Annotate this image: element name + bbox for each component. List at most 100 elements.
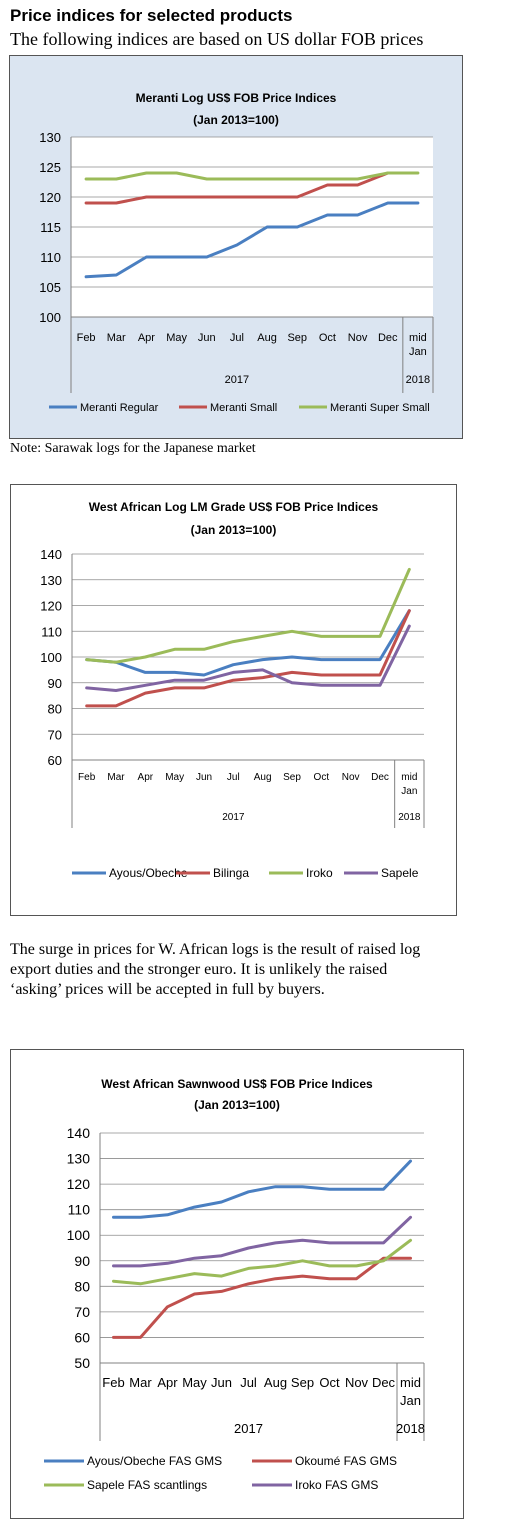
year-label: 2018 bbox=[406, 374, 430, 386]
commentary-paragraph: The surge in prices for W. African logs … bbox=[10, 940, 515, 1000]
y-tick-label: 110 bbox=[68, 1202, 91, 1218]
paragraph-line: The surge in prices for W. African logs … bbox=[10, 941, 421, 958]
y-tick-label: 125 bbox=[39, 160, 61, 175]
x-tick-label: Sep bbox=[291, 1375, 314, 1390]
y-tick-label: 130 bbox=[40, 573, 62, 588]
x-tick-label: Nov bbox=[348, 332, 368, 344]
chart-svg: West African Log LM Grade US$ FOB Price … bbox=[10, 484, 457, 916]
year-label: 2017 bbox=[225, 374, 249, 386]
x-tick-label: Nov bbox=[342, 772, 360, 783]
x-tick-label: mid bbox=[409, 332, 427, 344]
y-tick-label: 120 bbox=[67, 1176, 91, 1192]
series-line bbox=[112, 1215, 412, 1268]
plot-area bbox=[100, 1133, 424, 1363]
y-tick-label: 105 bbox=[39, 280, 61, 295]
y-tick-label: 80 bbox=[74, 1278, 90, 1294]
x-tick-label: Dec bbox=[378, 332, 398, 344]
series-line bbox=[84, 171, 420, 181]
legend-label: Okoumé FAS GMS bbox=[295, 1454, 397, 1468]
y-tick-label: 90 bbox=[74, 1253, 90, 1269]
chart-svg: Meranti Log US$ FOB Price Indices (Jan 20… bbox=[9, 55, 463, 439]
x-tick-label: Nov bbox=[345, 1375, 369, 1390]
y-tick-label: 90 bbox=[48, 676, 62, 691]
series-line bbox=[85, 567, 411, 664]
legend-label: Meranti Small bbox=[210, 402, 277, 414]
series-line bbox=[112, 1256, 412, 1339]
x-tick-label: Sep bbox=[287, 332, 307, 344]
y-tick-label: 115 bbox=[40, 220, 61, 235]
series-line bbox=[85, 609, 411, 677]
year-label: 2018 bbox=[396, 1421, 425, 1436]
series-line bbox=[112, 1238, 412, 1286]
legend-label: Sapele bbox=[381, 866, 419, 880]
chart-subtitle: (Jan 2013=100) bbox=[191, 523, 277, 537]
x-tick-label: Jul bbox=[227, 772, 240, 783]
legend-label: Iroko bbox=[306, 866, 333, 880]
series-line bbox=[112, 1159, 412, 1219]
x-tick-label: Aug bbox=[264, 1375, 287, 1390]
chart-title: West African Sawnwood US$ FOB Price Indi… bbox=[101, 1077, 373, 1091]
x-tick-label: Mar bbox=[107, 772, 125, 783]
x-tick-label: Dec bbox=[371, 772, 389, 783]
legend-label: Ayous/Obeche FAS GMS bbox=[87, 1454, 222, 1468]
x-tick-label: Apr bbox=[138, 772, 154, 783]
section-heading: Price indices for selected products bbox=[10, 6, 293, 25]
section-subheading: The following indices are based on US do… bbox=[10, 29, 424, 49]
x-tick-label: Feb bbox=[78, 772, 96, 783]
series-line bbox=[84, 201, 420, 279]
x-tick-label: Aug bbox=[254, 772, 272, 783]
x-tick-label: Jan bbox=[400, 1393, 421, 1408]
y-tick-label: 130 bbox=[67, 1151, 91, 1167]
series-line bbox=[85, 624, 411, 692]
series-line bbox=[84, 171, 390, 205]
y-tick-label: 140 bbox=[40, 547, 62, 562]
legend-label: Ayous/Obeche bbox=[109, 866, 188, 880]
x-tick-label: Feb bbox=[77, 332, 96, 344]
y-tick-label: 120 bbox=[39, 190, 61, 205]
series-line bbox=[85, 609, 411, 708]
chart-note: Note: Sarawak logs for the Japanese mark… bbox=[10, 441, 256, 456]
y-tick-label: 140 bbox=[67, 1125, 91, 1141]
y-tick-label: 70 bbox=[48, 727, 62, 742]
y-tick-label: 80 bbox=[48, 702, 62, 717]
chart-title: Meranti Log US$ FOB Price Indices bbox=[136, 91, 337, 105]
x-tick-label: May bbox=[166, 332, 187, 344]
west-african-log-chart: West African Log LM Grade US$ FOB Price … bbox=[10, 484, 457, 916]
x-tick-label: mid bbox=[400, 1375, 421, 1390]
y-tick-label: 110 bbox=[40, 250, 61, 265]
x-tick-label: Jun bbox=[198, 332, 216, 344]
x-tick-label: Jul bbox=[230, 332, 244, 344]
x-tick-label: Mar bbox=[107, 332, 126, 344]
y-tick-label: 70 bbox=[74, 1304, 90, 1320]
x-tick-label: mid bbox=[401, 772, 417, 783]
y-tick-label: 60 bbox=[74, 1329, 90, 1345]
chart-subtitle: (Jan 2013=100) bbox=[193, 113, 279, 127]
y-tick-label: 130 bbox=[39, 130, 61, 145]
y-tick-label: 110 bbox=[41, 624, 62, 639]
x-tick-label: Oct bbox=[319, 332, 336, 344]
y-tick-label: 100 bbox=[40, 650, 62, 665]
legend-label: Iroko FAS GMS bbox=[295, 1478, 378, 1492]
x-tick-label: Jan bbox=[409, 346, 427, 358]
x-tick-label: Sep bbox=[283, 772, 301, 783]
legend-label: Bilinga bbox=[213, 866, 249, 880]
legend-label: Meranti Super Small bbox=[330, 402, 430, 414]
y-tick-label: 50 bbox=[74, 1355, 90, 1371]
y-tick-label: 100 bbox=[67, 1227, 91, 1243]
x-tick-label: Jun bbox=[196, 772, 212, 783]
x-tick-label: May bbox=[165, 772, 184, 783]
year-label: 2017 bbox=[234, 1421, 263, 1436]
y-tick-label: 120 bbox=[40, 599, 62, 614]
x-tick-label: Apr bbox=[157, 1375, 178, 1390]
paragraph-line: export duties and the stronger euro. It … bbox=[10, 961, 388, 978]
x-tick-label: Apr bbox=[138, 332, 155, 344]
x-tick-label: Jul bbox=[240, 1375, 257, 1390]
legend-label: Meranti Regular bbox=[80, 402, 159, 414]
meranti-log-chart: Meranti Log US$ FOB Price Indices (Jan 20… bbox=[9, 55, 463, 439]
y-tick-label: 60 bbox=[48, 753, 62, 768]
x-tick-label: Jan bbox=[401, 786, 417, 797]
x-tick-label: Dec bbox=[372, 1375, 396, 1390]
legend-label: Sapele FAS scantlings bbox=[87, 1478, 207, 1492]
x-tick-label: Feb bbox=[102, 1375, 124, 1390]
chart-subtitle: (Jan 2013=100) bbox=[194, 1098, 280, 1112]
